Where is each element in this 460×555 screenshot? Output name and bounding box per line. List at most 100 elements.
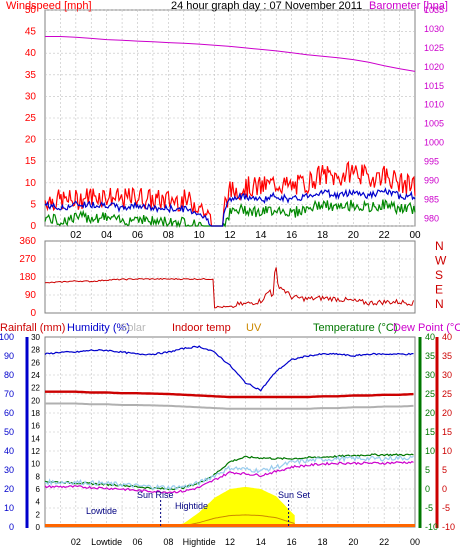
temperature-tick: 10 bbox=[425, 446, 435, 456]
rainfall-tick: 22 bbox=[31, 384, 40, 393]
x-tick-label: Hightide bbox=[183, 537, 216, 547]
indoor-temp-line bbox=[45, 390, 414, 399]
dewpoint-tick: 20 bbox=[442, 408, 452, 418]
compass-label: S bbox=[435, 268, 443, 282]
compass-label: N bbox=[435, 297, 444, 311]
indoor-temp-secondary-line bbox=[45, 402, 414, 410]
uv-axis-label: UV bbox=[246, 322, 262, 334]
windspeed-tick: 20 bbox=[25, 135, 37, 146]
windspeed-tick: 15 bbox=[25, 156, 37, 167]
rainfall-tick: 28 bbox=[31, 346, 40, 355]
dewpoint-tick: 30 bbox=[442, 370, 452, 380]
x-tick-label: 08 bbox=[163, 537, 173, 547]
rainfall-tick: 16 bbox=[31, 422, 40, 431]
temperature-tick: 0 bbox=[425, 484, 430, 494]
barometer-tick: 990 bbox=[424, 176, 439, 186]
windspeed-axis-label: Windspeed [mph] bbox=[6, 0, 92, 12]
x-tick-label: 00 bbox=[410, 537, 420, 547]
dewpoint-tick: -5 bbox=[442, 503, 450, 513]
x-tick-label: 20 bbox=[348, 230, 360, 241]
temperature-tick: 35 bbox=[425, 351, 435, 361]
dewpoint-line bbox=[44, 460, 414, 494]
barometer-ticks: 980 985 990 995 1000 1005 1010 1015 1020 1025 1030… bbox=[424, 5, 444, 223]
x-tick-label: Lowtide bbox=[91, 537, 122, 547]
x-tick-label: 10 bbox=[194, 230, 206, 241]
barometer-tick: 985 bbox=[424, 194, 439, 204]
dewpoint-tick: 0 bbox=[442, 484, 447, 494]
x-tick-label: 22 bbox=[379, 230, 391, 241]
x-tick-label: 12 bbox=[225, 537, 235, 547]
panel3-x-ticks: 02 Lowtide 06 08 Hightide 12 14 16 18 20 22 00 bbox=[71, 537, 420, 547]
rainfall-tick: 2 bbox=[36, 510, 41, 519]
direction-line bbox=[44, 267, 414, 309]
sunrise-label: Sun Rise bbox=[137, 490, 174, 500]
x-tick-label: 14 bbox=[255, 230, 267, 241]
rainfall-tick: 24 bbox=[31, 371, 40, 380]
direction-tick: 270 bbox=[19, 254, 36, 265]
gust-line bbox=[44, 160, 416, 227]
humidity-tick: 70 bbox=[4, 389, 14, 399]
rainfall-tick: 20 bbox=[31, 396, 40, 405]
x-tick-label: 08 bbox=[163, 230, 175, 241]
windspeed-tick: 25 bbox=[25, 113, 37, 124]
humidity-tick: 40 bbox=[4, 446, 14, 456]
indoor-temp-axis-label: Indoor temp bbox=[172, 322, 231, 334]
rainfall-tick: 14 bbox=[31, 434, 40, 443]
rainfall-tick: 12 bbox=[31, 447, 40, 456]
barometer-tick: 1020 bbox=[424, 62, 444, 72]
x-tick-label: 14 bbox=[256, 537, 266, 547]
panel-humidity-temperature: Rainfall (mm) Humidity (%) Solar Indoor … bbox=[0, 322, 460, 547]
sunset-label: Sun Set bbox=[278, 490, 311, 500]
rainfall-tick: 4 bbox=[36, 498, 41, 507]
x-tick-label: 22 bbox=[379, 537, 389, 547]
x-tick-label: 12 bbox=[224, 230, 236, 241]
temperature-tick: 25 bbox=[425, 389, 435, 399]
humidity-tick: 100 bbox=[0, 332, 14, 342]
humidity-tick: 60 bbox=[4, 408, 14, 418]
panel1-series bbox=[44, 36, 416, 229]
windspeed-tick: 45 bbox=[25, 27, 37, 38]
panel3-series bbox=[44, 345, 414, 494]
rainfall-tick: 8 bbox=[36, 472, 41, 481]
windspeed-tick: 40 bbox=[25, 48, 37, 59]
windspeed-tick: 0 bbox=[30, 221, 36, 232]
solar-axis-label: Solar bbox=[120, 322, 146, 334]
dewpoint-axis-label: Dew Point (°C) bbox=[393, 322, 460, 334]
dewpoint-tick: 40 bbox=[442, 332, 452, 342]
rainfall-tick: 0 bbox=[36, 523, 41, 532]
humidity-tick: 10 bbox=[4, 503, 14, 513]
rainfall-tick: 26 bbox=[31, 358, 40, 367]
direction-tick: 0 bbox=[30, 308, 36, 319]
humidity-tick: 20 bbox=[4, 484, 14, 494]
windspeed-ticks: 0 5 10 15 20 25 30 35 40 45 50 bbox=[25, 5, 37, 232]
x-tick-label: 16 bbox=[287, 537, 297, 547]
barometer-tick: 1035 bbox=[424, 5, 444, 15]
humidity-tick: 90 bbox=[4, 351, 14, 361]
dewpoint-texture-line bbox=[44, 454, 414, 491]
humidity-tick: 50 bbox=[4, 427, 14, 437]
barometer-tick: 1010 bbox=[424, 100, 444, 110]
temperature-ticks: -10 -5 0 5 10 15 20 25 30 35 40 bbox=[425, 332, 438, 532]
barometer-tick: 1025 bbox=[424, 43, 444, 53]
x-tick-label: 16 bbox=[286, 230, 298, 241]
barometer-tick: 1005 bbox=[424, 119, 444, 129]
x-tick-label: 02 bbox=[70, 230, 82, 241]
x-tick-label: 18 bbox=[317, 230, 329, 241]
x-tick-label: 20 bbox=[348, 537, 358, 547]
x-tick-label: 02 bbox=[71, 537, 81, 547]
humidity-ticks: 0 10 20 30 40 50 60 70 80 90 100 bbox=[0, 332, 14, 532]
direction-tick: 180 bbox=[19, 272, 36, 283]
humidity-tick: 0 bbox=[9, 522, 14, 532]
x-tick-label: 00 bbox=[409, 230, 421, 241]
dewpoint-tick: -10 bbox=[442, 522, 455, 532]
windspeed-tick: 30 bbox=[25, 91, 37, 102]
barometer-tick: 1030 bbox=[424, 24, 444, 34]
dewpoint-tick: 15 bbox=[442, 427, 452, 437]
rainfall-tick: 30 bbox=[31, 333, 40, 342]
windspeed-tick: 5 bbox=[30, 199, 36, 210]
compass-label: E bbox=[435, 283, 443, 297]
x-tick-label: 18 bbox=[317, 537, 327, 547]
